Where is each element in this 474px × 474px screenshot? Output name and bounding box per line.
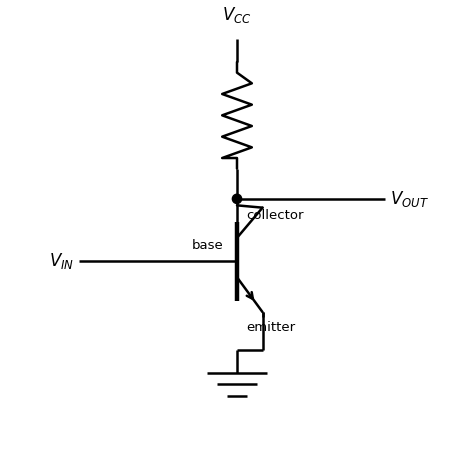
Text: collector: collector	[246, 209, 304, 221]
Text: emitter: emitter	[246, 321, 295, 334]
Text: base: base	[191, 239, 223, 252]
Text: $V_{OUT}$: $V_{OUT}$	[390, 189, 429, 209]
Circle shape	[232, 194, 242, 203]
Text: $V_{IN}$: $V_{IN}$	[49, 252, 74, 272]
Text: $V_{CC}$: $V_{CC}$	[222, 5, 252, 25]
